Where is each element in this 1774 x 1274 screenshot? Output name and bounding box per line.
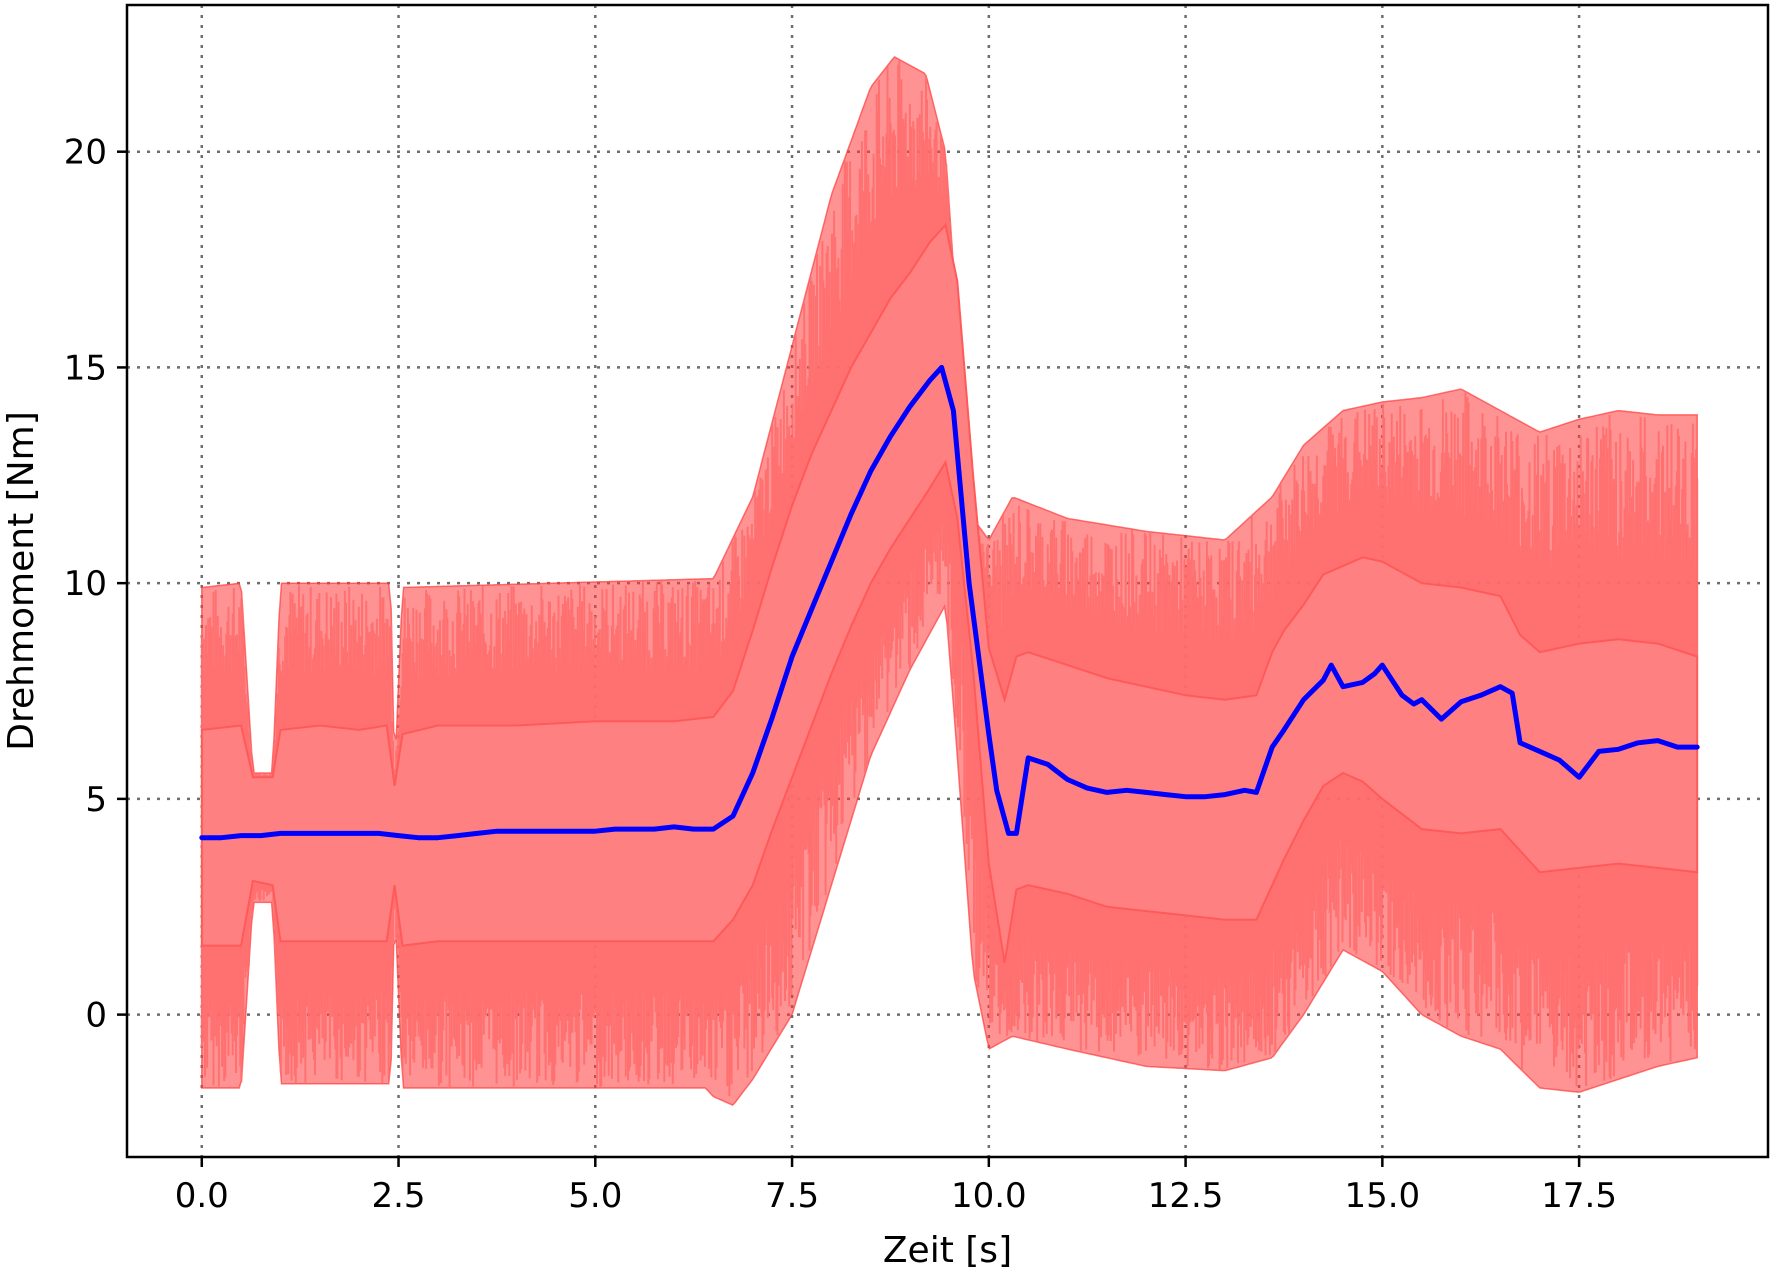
- y-tick-label: 10: [64, 564, 107, 604]
- y-tick-label: 15: [64, 348, 107, 388]
- y-tick-label: 20: [64, 133, 107, 173]
- x-tick-label: 17.5: [1541, 1176, 1617, 1216]
- x-tick-label: 7.5: [765, 1176, 819, 1216]
- x-tick-label: 10.0: [951, 1176, 1027, 1216]
- x-tick-label: 0.0: [175, 1176, 229, 1216]
- y-tick-label: 5: [85, 780, 107, 820]
- y-axis-label: Drehmoment [Nm]: [1, 411, 42, 750]
- x-axis-ticks: 0.0 2.5 5.0 7.5 10.0 12.5 15.0 17.5: [175, 1157, 1617, 1216]
- x-tick-label: 12.5: [1148, 1176, 1224, 1216]
- x-tick-label: 5.0: [568, 1176, 622, 1216]
- plot-frame: [125, 3, 1770, 1159]
- spike-texture: [200, 60, 1699, 1097]
- x-axis-label: Zeit [s]: [883, 1230, 1012, 1271]
- y-tick-label: 0: [85, 996, 107, 1036]
- x-tick-label: 15.0: [1344, 1176, 1420, 1216]
- y-axis-ticks: 0 5 10 15 20: [64, 133, 127, 1036]
- plot-area: [199, 55, 1700, 1106]
- confidence-band: [200, 222, 1699, 963]
- x-tick-label: 2.5: [371, 1176, 425, 1216]
- mean-line: [199, 364, 1700, 841]
